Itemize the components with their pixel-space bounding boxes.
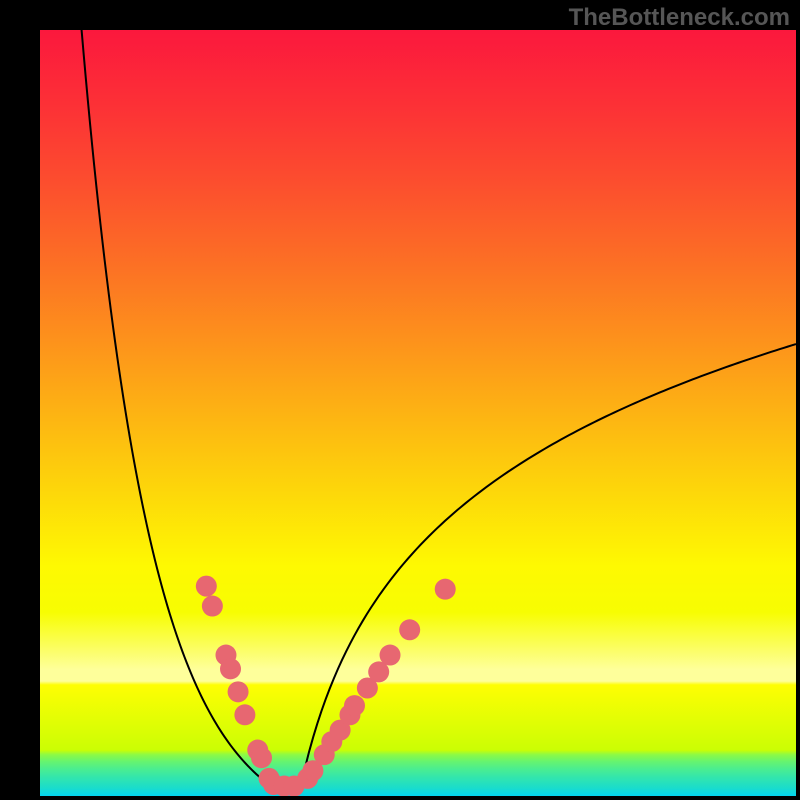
plot-background	[40, 30, 796, 796]
chart-container: TheBottleneck.com	[0, 0, 800, 800]
bottleneck-chart	[0, 0, 800, 800]
data-marker	[380, 645, 401, 666]
data-marker	[220, 658, 241, 679]
data-marker	[196, 576, 217, 597]
data-marker	[344, 695, 365, 716]
data-marker	[228, 681, 249, 702]
data-marker	[399, 619, 420, 640]
data-marker	[435, 579, 456, 600]
data-marker	[202, 596, 223, 617]
data-marker	[234, 704, 255, 725]
data-marker	[251, 747, 272, 768]
